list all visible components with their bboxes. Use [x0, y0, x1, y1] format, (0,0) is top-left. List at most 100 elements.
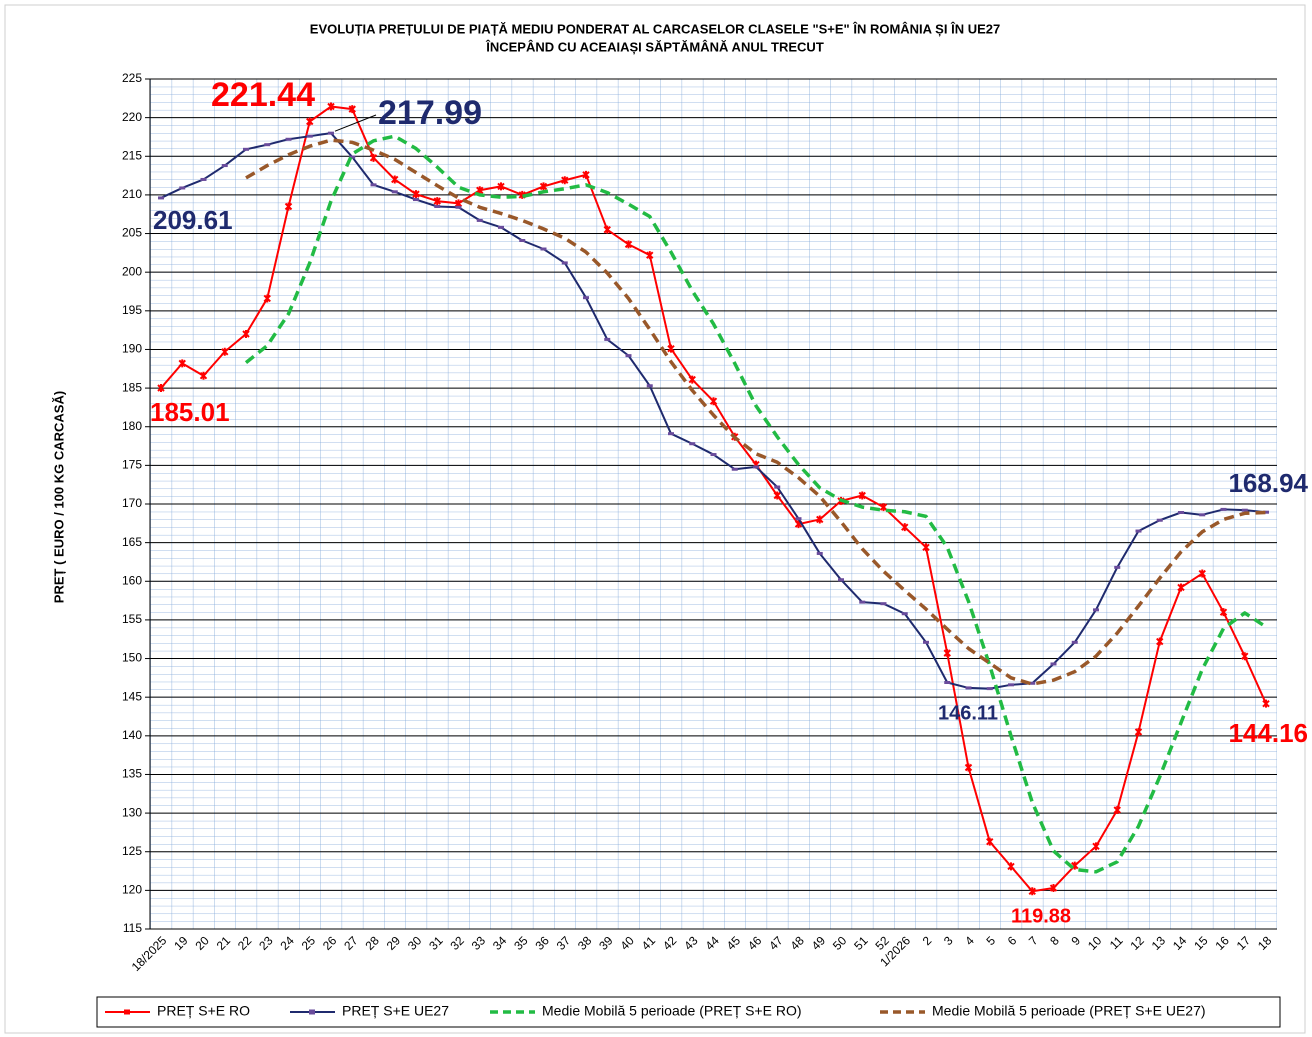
point-marker [1219, 608, 1228, 617]
data-label: 217.99 [378, 94, 482, 132]
legend-marker [309, 1009, 315, 1015]
point-marker [1093, 608, 1099, 612]
y-tick-label: 180 [122, 419, 142, 433]
point-marker [923, 640, 929, 644]
point-marker [731, 467, 738, 471]
point-marker [412, 190, 420, 199]
point-marker [583, 296, 589, 300]
point-marker [434, 205, 441, 208]
point-marker [1114, 565, 1121, 569]
point-marker [328, 131, 334, 135]
point-marker [1198, 569, 1206, 578]
point-marker [1263, 510, 1269, 514]
point-marker [773, 491, 781, 500]
point-marker [1008, 683, 1014, 687]
point-marker [1241, 508, 1248, 512]
point-marker [1135, 529, 1142, 533]
point-marker [795, 517, 802, 521]
y-tick-label: 210 [122, 187, 142, 201]
point-marker [816, 515, 824, 524]
point-marker [476, 218, 483, 222]
data-label: 144.16 [1228, 718, 1308, 748]
data-label: 119.88 [1011, 905, 1071, 927]
point-marker [624, 240, 633, 249]
point-marker [944, 681, 951, 684]
point-marker [1092, 842, 1100, 851]
y-tick-label: 220 [122, 110, 142, 124]
point-marker [1177, 583, 1185, 592]
point-marker [221, 164, 228, 168]
point-marker [1113, 806, 1121, 814]
point-marker [1050, 662, 1057, 666]
chart-subtitle: ÎNCEPÂND CU ACEAIAȘI SĂPTĂMÂNĂ ANUL TREC… [485, 39, 824, 54]
point-marker [369, 153, 378, 162]
point-marker [901, 612, 908, 616]
point-marker [199, 371, 208, 380]
point-marker [370, 183, 377, 187]
point-marker [582, 170, 590, 179]
point-marker [157, 384, 165, 393]
point-marker [1262, 699, 1270, 708]
point-marker [455, 205, 462, 209]
point-marker [242, 330, 250, 338]
point-marker [200, 177, 207, 181]
point-marker [413, 198, 419, 202]
y-tick-label: 120 [122, 883, 142, 897]
point-marker [1071, 640, 1078, 644]
point-marker [178, 359, 186, 368]
chart-title: EVOLUȚIA PREȚULUI DE PIAȚĂ MEDIU PONDERA… [310, 21, 1000, 36]
point-marker [838, 578, 844, 582]
y-tick-label: 175 [122, 458, 142, 472]
y-tick-label: 225 [122, 71, 142, 85]
point-marker [348, 105, 356, 114]
y-tick-label: 195 [122, 303, 142, 317]
point-marker [668, 432, 674, 436]
y-tick-label: 140 [122, 728, 142, 742]
point-marker [709, 397, 718, 406]
y-tick-label: 160 [122, 573, 142, 587]
y-tick-label: 125 [122, 844, 142, 858]
point-marker [349, 155, 356, 159]
y-tick-label: 205 [122, 226, 142, 240]
point-marker [986, 837, 994, 846]
point-marker [774, 485, 781, 489]
series-line [244, 134, 1267, 874]
point-marker [943, 649, 951, 658]
point-marker [306, 117, 314, 126]
point-marker [1029, 681, 1036, 685]
point-marker [433, 197, 441, 206]
point-marker [519, 239, 526, 242]
point-marker [710, 453, 717, 457]
point-marker [880, 602, 887, 606]
series-line [245, 138, 1267, 686]
point-marker [1156, 518, 1163, 522]
data-label: 221.44 [211, 76, 315, 114]
point-marker [879, 503, 888, 512]
point-marker [646, 384, 653, 388]
y-tick-label: 145 [122, 689, 142, 703]
point-marker [646, 251, 654, 260]
y-tick-label: 155 [122, 612, 142, 626]
leader-line [334, 114, 377, 132]
point-marker [964, 763, 973, 772]
point-marker [264, 143, 271, 147]
point-marker [306, 134, 313, 138]
point-marker [539, 182, 548, 191]
legend-label: PREȚ S+E RO [157, 1003, 250, 1019]
point-marker [540, 247, 547, 251]
point-marker [243, 147, 249, 151]
data-label: 185.01 [150, 397, 230, 427]
y-tick-label: 215 [122, 148, 142, 162]
legend-label: Medie Mobilă 5 perioade (PREȚ S+E RO) [542, 1003, 802, 1019]
point-marker [498, 225, 504, 229]
legend-label: Medie Mobilă 5 perioade (PREȚ S+E UE27) [932, 1003, 1206, 1019]
point-marker [179, 186, 186, 190]
point-marker [221, 347, 229, 356]
point-marker [816, 551, 823, 555]
point-marker [1007, 862, 1015, 871]
point-marker [263, 294, 271, 303]
point-marker [1199, 513, 1206, 517]
point-marker [285, 137, 292, 141]
